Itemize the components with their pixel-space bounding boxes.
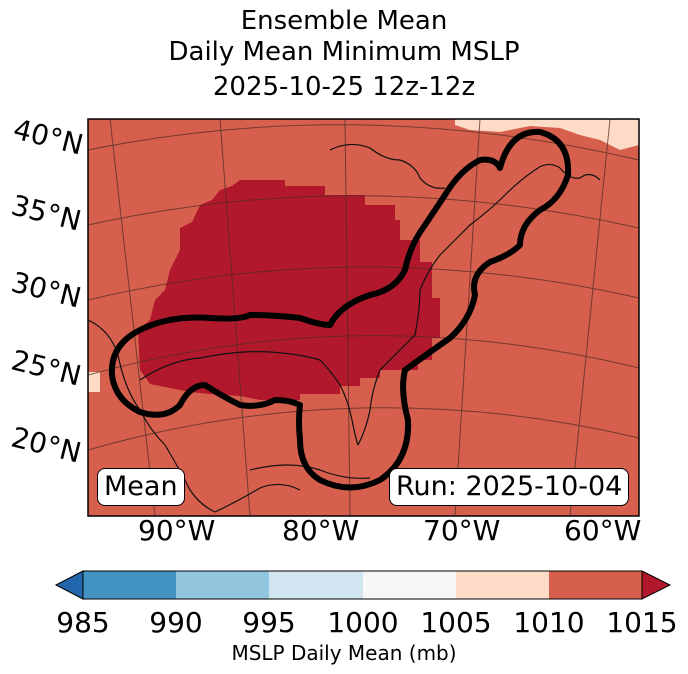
- lon-label-60w: 60°W: [564, 514, 642, 547]
- colorbar-segment: [269, 571, 363, 599]
- colorbar-label: MSLP Daily Mean (mb): [231, 641, 457, 665]
- colorbar-extend-high: [641, 570, 672, 600]
- low-pressure-region: [138, 180, 440, 400]
- high-pressure-region: [455, 119, 639, 150]
- colorbar-segment: [176, 571, 269, 599]
- colorbar-segment: [363, 571, 456, 599]
- title-line-1: Ensemble Mean: [240, 6, 448, 36]
- colorbar-tick: 1010: [513, 606, 585, 639]
- colorbar-segment: [549, 571, 642, 599]
- colorbar-segment: [456, 571, 549, 599]
- high-pressure-region-west: [88, 372, 100, 392]
- colorbar-tick: 990: [149, 606, 203, 639]
- mean-label: Mean: [97, 468, 185, 506]
- lon-label-80w: 80°W: [282, 514, 360, 547]
- colorbar-tick: 1005: [420, 606, 492, 639]
- colorbar: [54, 570, 672, 600]
- title-line-3: 2025-10-25 12z-12z: [212, 72, 476, 102]
- colorbar-segment: [83, 571, 176, 599]
- mslp-contour: [108, 128, 572, 491]
- run-label: Run: 2025-10-04: [389, 468, 630, 506]
- colorbar-tick: 995: [242, 606, 296, 639]
- colorbar-extend-low: [54, 570, 84, 600]
- colorbar-tick: 985: [56, 606, 110, 639]
- colorbar-tick: 1000: [327, 606, 399, 639]
- title-line-2: Daily Mean Minimum MSLP: [168, 37, 520, 67]
- lon-label-90w: 90°W: [138, 514, 216, 547]
- colorbar-tick: 1015: [606, 606, 678, 639]
- lon-label-70w: 70°W: [423, 514, 501, 547]
